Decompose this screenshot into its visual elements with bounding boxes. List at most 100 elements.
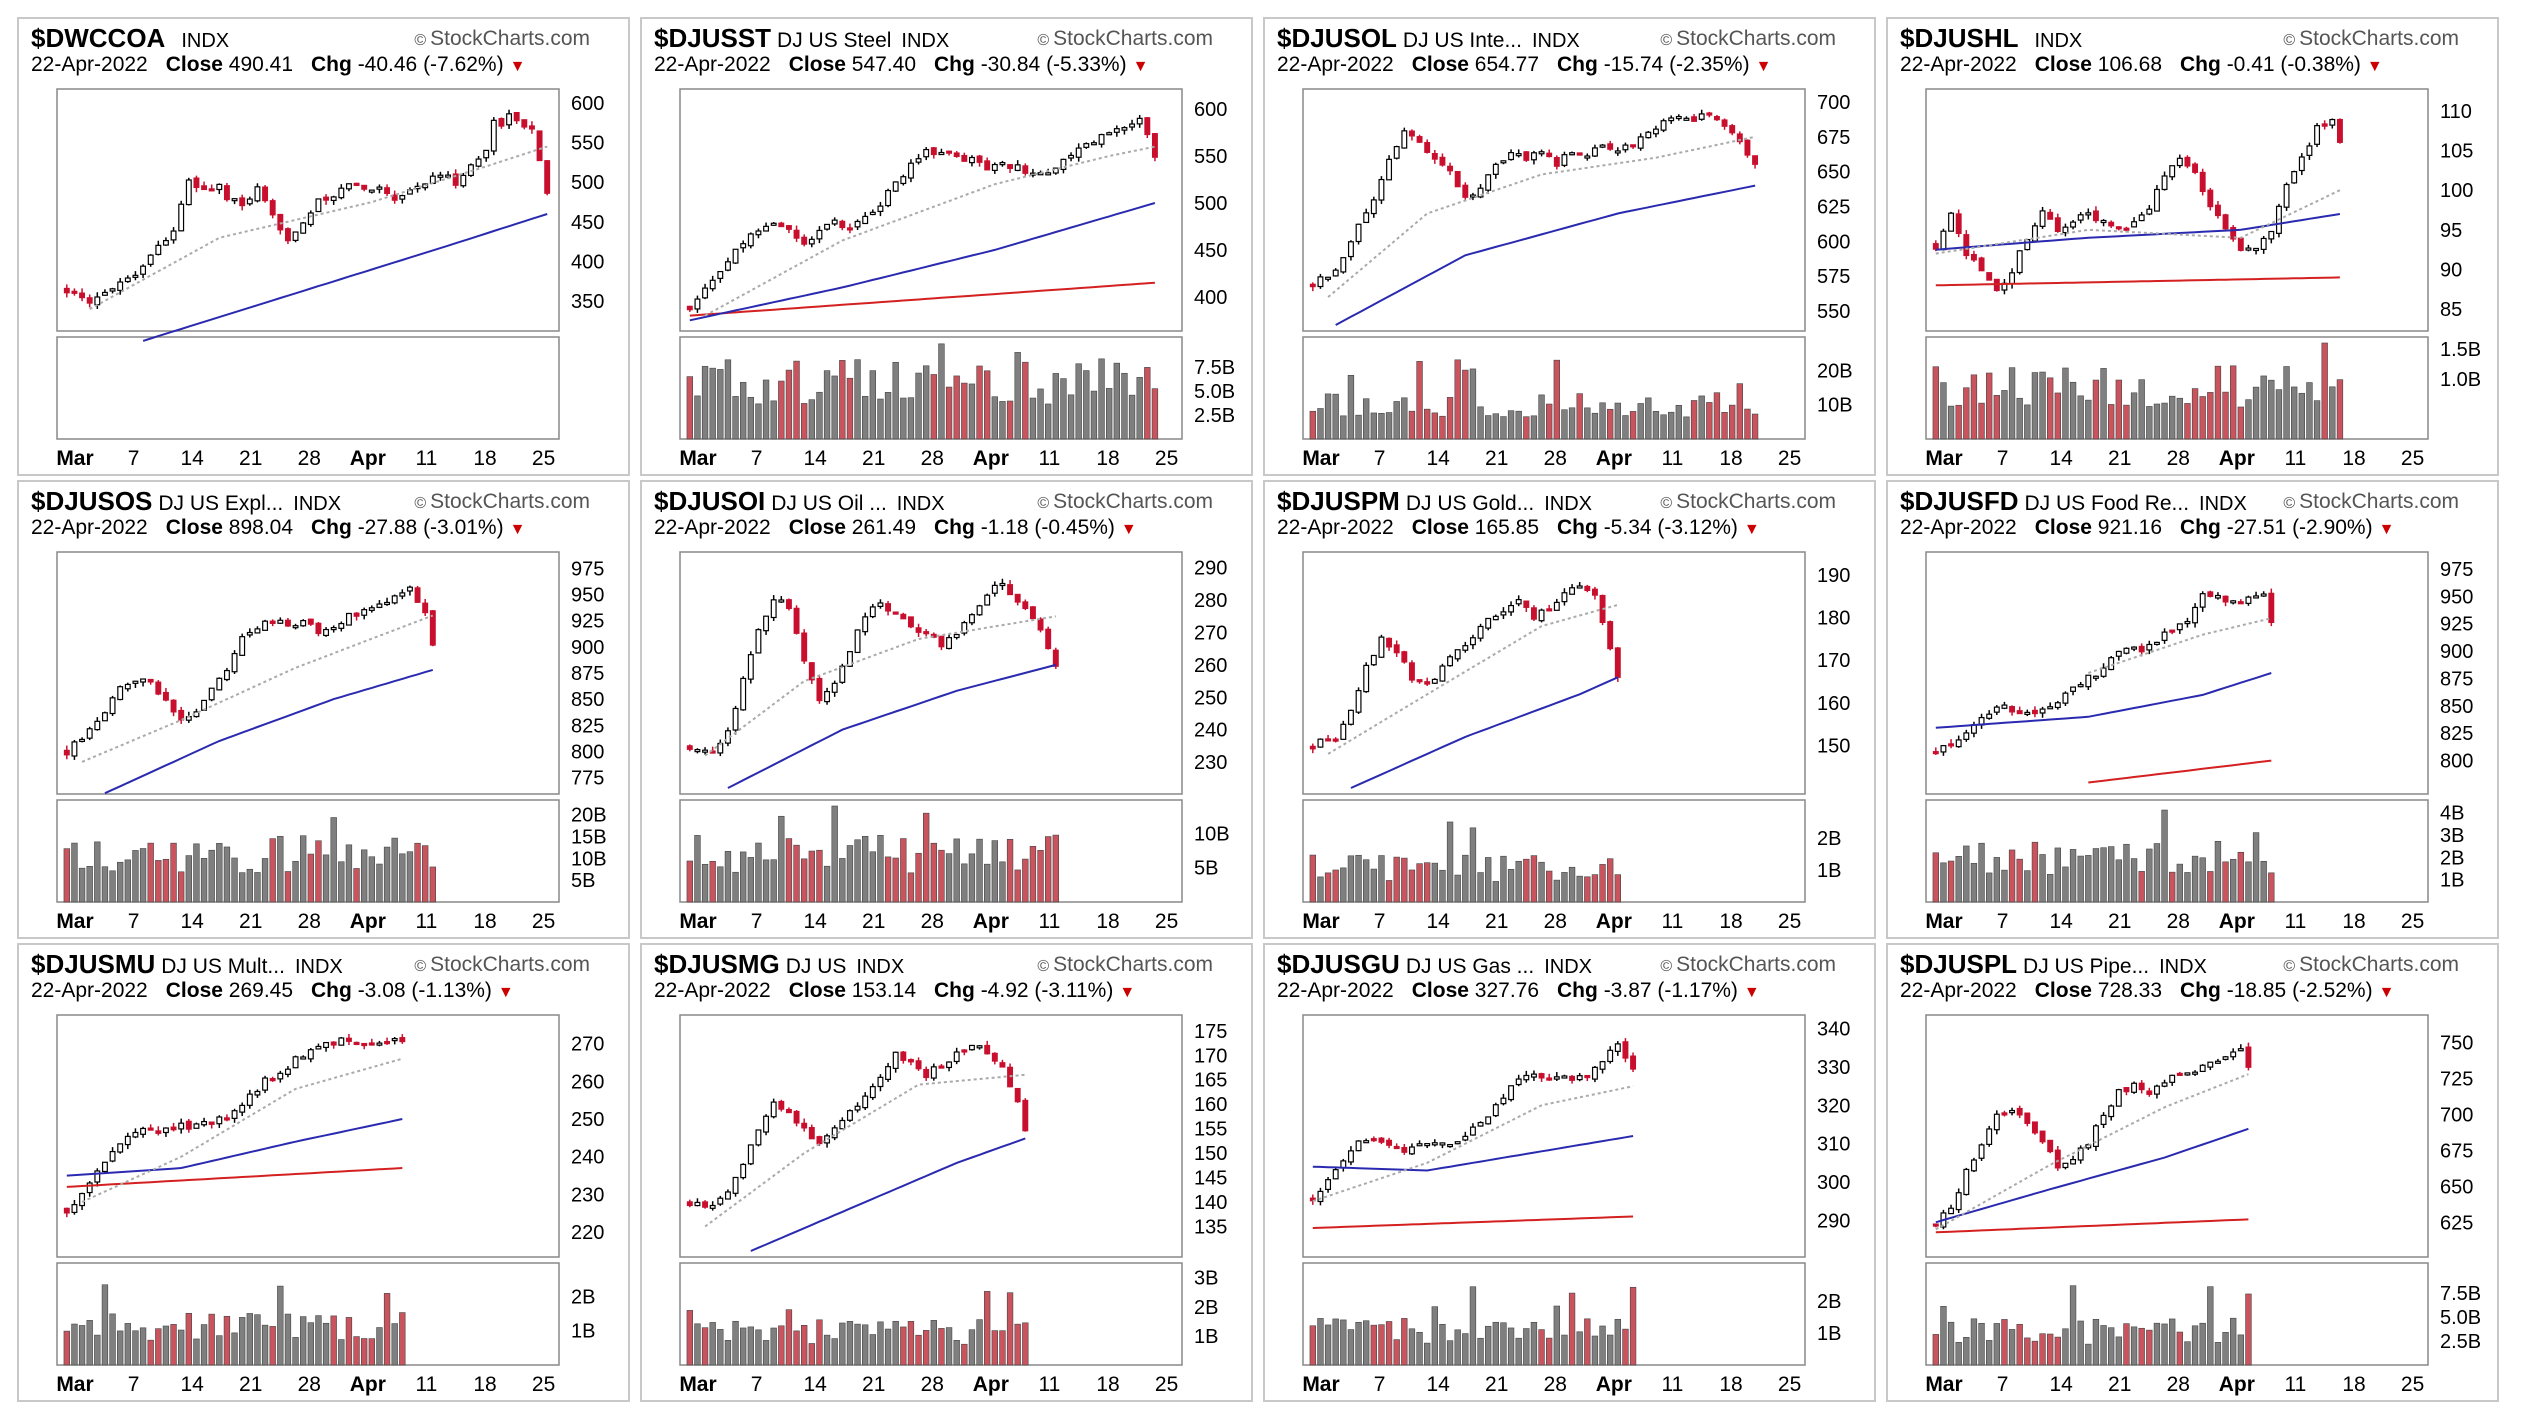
candle-body bbox=[1068, 154, 1075, 159]
volume-bar bbox=[1530, 415, 1538, 440]
volume-bar bbox=[71, 842, 78, 903]
volume-bar bbox=[2245, 1293, 2252, 1366]
candle-body bbox=[915, 627, 922, 633]
copyright-icon: © bbox=[2283, 32, 2296, 49]
volume-bar bbox=[1090, 390, 1098, 440]
chart-panel[interactable]: $DJUSOL DJ US Inte... INDX © StockCharts.com… bbox=[1263, 17, 1876, 476]
volume-bar bbox=[1029, 397, 1037, 440]
volume-bar bbox=[1622, 1328, 1629, 1366]
candle-body bbox=[140, 678, 147, 683]
x-tick-label: 21 bbox=[2108, 1373, 2131, 1396]
candle-body bbox=[724, 261, 731, 271]
chart-panel[interactable]: $DJUSST DJ US Steel INDX © StockCharts.com 22… bbox=[640, 17, 1253, 476]
volume-bar bbox=[1045, 836, 1052, 903]
volume-bar bbox=[2062, 866, 2069, 903]
volume-bar bbox=[345, 1317, 353, 1366]
candle-body bbox=[506, 113, 513, 126]
volume-bar bbox=[1744, 408, 1751, 440]
volume-bar bbox=[785, 838, 793, 903]
price-frame bbox=[1302, 1014, 1806, 1258]
candle-body bbox=[1083, 143, 1090, 148]
candle-body bbox=[1431, 1142, 1438, 1146]
volume-bar bbox=[185, 855, 192, 903]
candle-body bbox=[2115, 1089, 2122, 1107]
down-arrow-icon: ▼ bbox=[497, 984, 514, 1001]
chart-panel[interactable]: $DJUSOI DJ US Oil ... INDX © StockCharts.com… bbox=[640, 480, 1253, 939]
x-tick-label: Apr bbox=[350, 1373, 386, 1396]
candle-body bbox=[399, 194, 406, 200]
ma-fast-line bbox=[704, 615, 1056, 757]
candle-body bbox=[1569, 587, 1576, 595]
volume-bar bbox=[1500, 1322, 1507, 1366]
description: DJ US Expl... bbox=[158, 492, 284, 515]
change-value: -5.34 (-3.12%) bbox=[1603, 516, 1738, 539]
candle-body bbox=[1530, 152, 1537, 161]
candle-body bbox=[702, 1201, 709, 1208]
candle-body bbox=[1370, 1138, 1377, 1142]
volume-bar bbox=[755, 842, 762, 903]
volume-bar bbox=[1393, 401, 1400, 440]
volume-bar bbox=[1523, 1328, 1530, 1366]
volume-bar bbox=[1622, 415, 1629, 440]
chart-panel[interactable]: $DJUSFD DJ US Food Re... INDX © StockCharts.… bbox=[1886, 480, 2499, 939]
candle-body bbox=[694, 298, 701, 310]
volume-bar bbox=[755, 403, 762, 440]
candle-body bbox=[785, 225, 792, 230]
volume-bar bbox=[414, 842, 421, 903]
volume-bar bbox=[1683, 416, 1690, 440]
chart-panel[interactable]: $DJUSMG DJ US INDX © StockCharts.com 22-Apr-2… bbox=[640, 943, 1253, 1402]
price-tick-label: 90 bbox=[2440, 259, 2462, 281]
volume-bar bbox=[785, 1309, 793, 1366]
volume-bar bbox=[376, 863, 383, 903]
volume-bar bbox=[2123, 843, 2130, 903]
close-label: Close bbox=[165, 979, 223, 1002]
x-tick-label: 28 bbox=[1544, 447, 1567, 470]
volume-bar bbox=[2199, 857, 2206, 903]
volume-bar bbox=[86, 1320, 93, 1366]
price-tick-label: 145 bbox=[1194, 1168, 1227, 1190]
copyright-icon: © bbox=[1660, 32, 1673, 49]
candle-body bbox=[1022, 601, 1029, 609]
chart-panel[interactable]: $DJUSGU DJ US Gas ... INDX © StockCharts.com… bbox=[1263, 943, 1876, 1402]
volume-bar bbox=[961, 382, 968, 440]
volume-tick-label: 5.0B bbox=[2440, 1307, 2481, 1329]
chart-header: $DJUSPM DJ US Gold... INDX © StockCharts.com… bbox=[1277, 486, 1864, 542]
candle-body bbox=[907, 616, 914, 628]
volume-bar bbox=[376, 1327, 383, 1366]
candle-body bbox=[2024, 711, 2031, 716]
candle-body bbox=[785, 599, 792, 610]
chart-panel[interactable]: $DJUSMU DJ US Mult... INDX © StockCharts.com… bbox=[17, 943, 630, 1402]
x-tick-label: Mar bbox=[1925, 910, 1962, 933]
chart-panel[interactable]: $DJUSPL DJ US Pipe... INDX © StockCharts.com… bbox=[1886, 943, 2499, 1402]
candle-body bbox=[201, 185, 208, 191]
candle-body bbox=[1986, 713, 1993, 719]
volume-bar bbox=[884, 1328, 892, 1366]
candle-body bbox=[429, 610, 436, 646]
chart-panel[interactable]: $DJUSPM DJ US Gold... INDX © StockCharts.com… bbox=[1263, 480, 1876, 939]
candle-body bbox=[323, 628, 330, 637]
chart-panel[interactable]: $DJUSHL INDX © StockCharts.com 22-Apr-2022 Cl… bbox=[1886, 17, 2499, 476]
volume-bar bbox=[938, 343, 945, 440]
volume-bar bbox=[884, 392, 892, 440]
candle-body bbox=[109, 288, 116, 292]
exchange: INDX bbox=[294, 956, 343, 978]
volume-bar bbox=[930, 374, 937, 440]
chart-panel[interactable]: $DWCCOA INDX © StockCharts.com 22-Apr-2022 Cl… bbox=[17, 17, 630, 476]
ma-mid-line bbox=[66, 1118, 403, 1177]
candle-body bbox=[2237, 1048, 2244, 1052]
volume-bar bbox=[1492, 1321, 1499, 1366]
volume-bar bbox=[1454, 874, 1461, 903]
chart-panel[interactable]: $DJUSOS DJ US Expl... INDX © StockCharts.com… bbox=[17, 480, 630, 939]
volume-bar bbox=[2031, 1340, 2039, 1366]
date: 22-Apr-2022 bbox=[31, 53, 148, 76]
change-value: -30.84 (-5.33%) bbox=[980, 53, 1127, 76]
volume-bar bbox=[300, 835, 307, 903]
x-tick-label: 11 bbox=[1662, 1373, 1684, 1396]
candle-body bbox=[1477, 625, 1484, 639]
ma-mid-line bbox=[1935, 213, 2341, 251]
price-tick-label: 450 bbox=[571, 212, 604, 234]
candle-body bbox=[2146, 643, 2153, 651]
candle-body bbox=[1477, 187, 1484, 198]
candle-body bbox=[101, 712, 108, 722]
price-tick-label: 135 bbox=[1194, 1217, 1227, 1239]
